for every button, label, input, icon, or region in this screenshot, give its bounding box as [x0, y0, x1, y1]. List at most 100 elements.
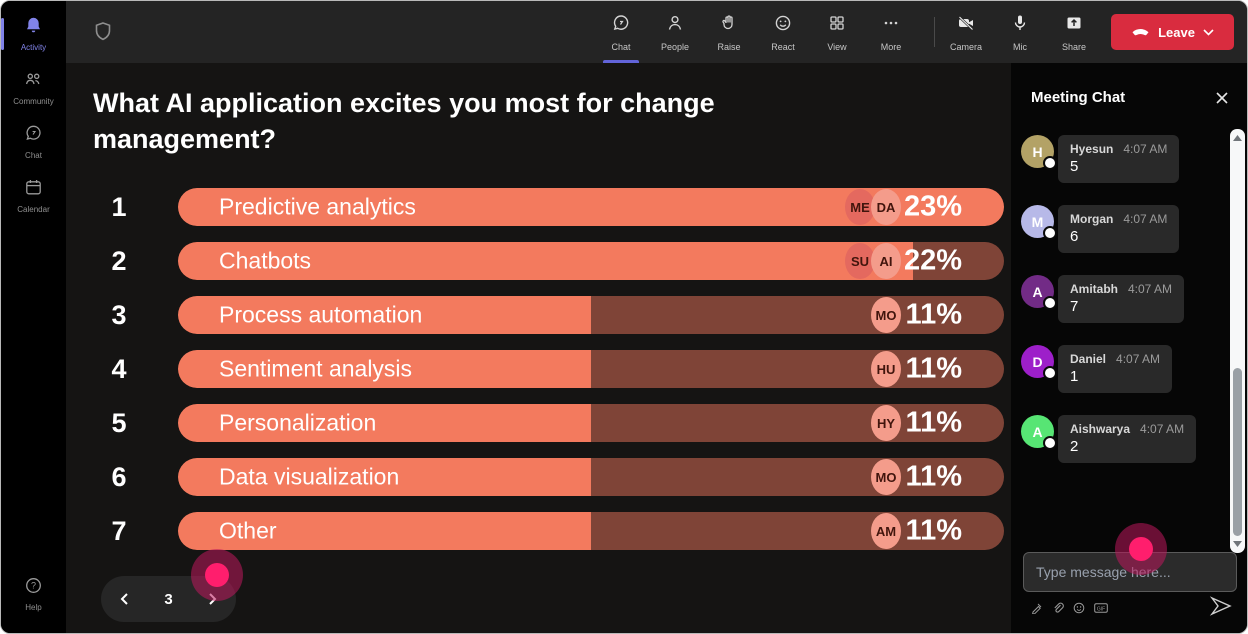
poll-question-title: What AI application excites you most for… — [93, 88, 715, 154]
view-grid-icon — [827, 13, 847, 38]
toolbar-button-label: More — [880, 42, 902, 52]
sidebar-item-help[interactable]: ? Help — [1, 567, 66, 621]
poll-bar: Process automation MO 11% — [178, 296, 1004, 334]
sidebar-item-calendar[interactable]: Calendar — [1, 169, 66, 223]
presence-badge-icon — [1043, 366, 1057, 380]
chat-bubble[interactable]: Morgan 4:07 AM 6 — [1058, 205, 1180, 253]
voter-chip: HU — [871, 351, 901, 387]
chat-message-text: 5 — [1070, 158, 1079, 175]
poll-option-label: Data visualization — [219, 463, 400, 490]
chat-bubble[interactable]: Hyesun 4:07 AM 5 — [1058, 135, 1180, 183]
more-toolbar-button[interactable]: More — [864, 1, 918, 63]
chat-message: M Morgan 4:07 AM 6 — [1021, 205, 1223, 253]
chat-scrollbar[interactable] — [1230, 129, 1245, 553]
view-toolbar-button[interactable]: View — [810, 1, 864, 63]
scrollbar-thumb[interactable] — [1233, 368, 1242, 536]
mic-toolbar-button[interactable]: Mic — [993, 1, 1047, 63]
chat-author-name: Aishwarya — [1070, 422, 1131, 436]
chat-panel-title: Meeting Chat — [1031, 89, 1126, 106]
voter-chip: ME — [845, 189, 875, 225]
presence-badge-icon — [1043, 156, 1057, 170]
poll-percentage: 11% — [905, 298, 962, 331]
poll-bar-fill — [178, 296, 591, 334]
poll-option-label: Chatbots — [219, 247, 312, 274]
chat-author-name: Morgan — [1070, 212, 1114, 226]
active-tab-underline — [603, 60, 639, 63]
chat-message-text: 2 — [1070, 438, 1079, 455]
chat-bubble[interactable]: Daniel 4:07 AM 1 — [1058, 345, 1173, 393]
chat-timestamp: 4:07 AM — [1140, 422, 1185, 436]
toolbar-button-label: View — [827, 42, 847, 52]
presence-badge-icon — [1043, 436, 1057, 450]
slide-pager: 3 — [101, 576, 236, 622]
chat-message-text: 1 — [1070, 368, 1079, 385]
attach-icon[interactable] — [1052, 602, 1064, 614]
chat-message-text: 7 — [1070, 298, 1079, 315]
poll-row: 3 Process automation MO 11% — [66, 296, 1011, 334]
meeting-toolbar: Chat People Raise React View More — [66, 1, 1247, 63]
sidebar-item-community[interactable]: Community — [1, 61, 66, 115]
avatar: A — [1021, 275, 1057, 310]
close-icon[interactable] — [1215, 91, 1229, 110]
chat-message-input[interactable] — [1023, 552, 1237, 592]
poll-rank: 1 — [111, 192, 127, 222]
scroll-up-arrow-icon[interactable] — [1230, 131, 1245, 145]
sidebar-item-activity[interactable]: Activity — [1, 7, 66, 61]
avatar: H — [1021, 135, 1057, 170]
chat-timestamp: 4:07 AM — [1123, 212, 1168, 226]
next-slide-button[interactable] — [205, 592, 219, 606]
poll-option-label: Predictive analytics — [219, 193, 416, 220]
sidebar-item-chat[interactable]: Chat — [1, 115, 66, 169]
people-toolbar-button[interactable]: People — [648, 1, 702, 63]
chat-timestamp: 4:07 AM — [1116, 352, 1161, 366]
voter-chip: SU — [845, 243, 875, 279]
raise-hand-toolbar-button[interactable]: Raise — [702, 1, 756, 63]
previous-slide-button[interactable] — [118, 592, 132, 606]
presence-badge-icon — [1043, 226, 1057, 240]
poll-bar: Chatbots SU AI 22% — [178, 242, 1004, 280]
avatar: M — [1021, 205, 1057, 240]
chat-message: A Aishwarya 4:07 AM 2 — [1021, 415, 1223, 463]
poll-row: 1 Predictive analytics ME DA 23% — [66, 188, 1011, 226]
toolbar-button-label: Mic — [1013, 42, 1027, 52]
presence-badge-icon — [1043, 296, 1057, 310]
chat-message: A Amitabh 4:07 AM 7 — [1021, 275, 1223, 323]
react-toolbar-button[interactable]: React — [756, 1, 810, 63]
poll-bar-fill — [178, 512, 591, 550]
chat-author-name: Amitabh — [1070, 282, 1118, 296]
share-toolbar-button[interactable]: Share — [1047, 1, 1101, 63]
poll-bar: Sentiment analysis HU 11% — [178, 350, 1004, 388]
toolbar-button-label: Share — [1061, 42, 1087, 52]
toolbar-button-label: People — [660, 42, 690, 52]
scroll-down-arrow-icon[interactable] — [1230, 537, 1245, 551]
poll-option-label: Other — [219, 517, 277, 544]
poll-percentage: 22% — [903, 244, 962, 277]
send-message-icon[interactable] — [1209, 595, 1233, 622]
leave-button[interactable]: Leave — [1111, 14, 1234, 50]
toolbar-button-label: Chat — [611, 42, 631, 52]
gif-icon[interactable]: GIF — [1094, 602, 1108, 614]
mic-icon — [1010, 13, 1030, 38]
sidebar-item-label: Help — [25, 603, 42, 612]
chat-author-name: Hyesun — [1070, 142, 1114, 156]
chat-toolbar-button[interactable]: Chat — [594, 1, 648, 63]
svg-text:?: ? — [31, 581, 36, 591]
chat-bubble[interactable]: Aishwarya 4:07 AM 2 — [1058, 415, 1197, 463]
page-number: 3 — [164, 590, 173, 608]
camera-toolbar-button[interactable]: Camera — [939, 1, 993, 63]
toolbar-button-label: Camera — [949, 42, 982, 52]
poll-rank: 3 — [111, 300, 127, 330]
voter-chip: HY — [871, 405, 901, 441]
chat-message-list: H Hyesun 4:07 AM 5 M Morgan 4:07 AM 6 A — [1021, 135, 1223, 463]
camera-off-icon — [956, 13, 976, 38]
poll-percentage: 11% — [905, 514, 962, 547]
avatar: A — [1021, 415, 1057, 450]
poll-row: 6 Data visualization MO 11% — [66, 458, 1011, 496]
format-icon[interactable] — [1031, 602, 1043, 614]
voter-chip: AM — [871, 513, 901, 549]
poll-rank: 2 — [111, 246, 127, 276]
emoji-icon[interactable] — [1073, 602, 1085, 614]
chevron-down-icon[interactable] — [1203, 23, 1214, 41]
avatar-initial: A — [1032, 423, 1043, 440]
chat-bubble[interactable]: Amitabh 4:07 AM 7 — [1058, 275, 1185, 323]
